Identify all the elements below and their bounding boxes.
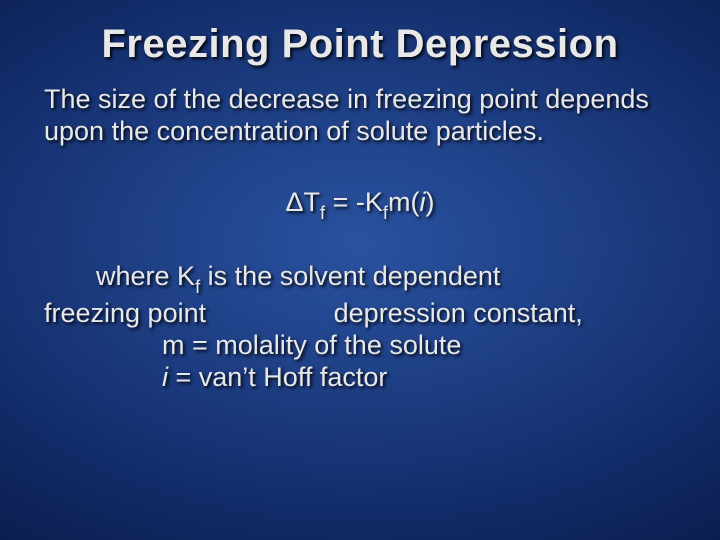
eq-sub-f1: f	[320, 202, 325, 223]
def2-a: freezing point	[44, 298, 214, 328]
eq-sub-f2: f	[383, 202, 388, 223]
def1-sub: f	[195, 276, 200, 297]
eq-T: T	[304, 187, 321, 217]
definitions: where Kf is the solvent dependent freezi…	[44, 260, 676, 394]
def-line-3: m = molality of the solute	[44, 329, 676, 361]
def1-post: is the solvent dependent	[200, 261, 500, 291]
eq-delta: Δ	[285, 187, 303, 217]
slide-title: Freezing Point Depression	[44, 22, 676, 67]
eq-close: )	[426, 187, 435, 217]
def4-rest: = van’t Hoff factor	[168, 362, 387, 392]
def-line-2: freezing point depression constant,	[44, 297, 676, 329]
def-line-4: i = van’t Hoff factor	[44, 361, 676, 393]
equation: ΔTf = -Kfm(i)	[44, 186, 676, 222]
eq-equals: = -K	[325, 187, 383, 217]
slide-body: The size of the decrease in freezing poi…	[44, 83, 676, 394]
slide: Freezing Point Depression The size of th…	[0, 0, 720, 540]
def1-pre: where K	[96, 261, 195, 291]
intro-text: The size of the decrease in freezing poi…	[44, 83, 676, 148]
eq-m: m(	[388, 187, 419, 217]
def-line-1: where Kf is the solvent dependent	[44, 260, 676, 296]
def2-b: depression constant,	[334, 298, 583, 328]
